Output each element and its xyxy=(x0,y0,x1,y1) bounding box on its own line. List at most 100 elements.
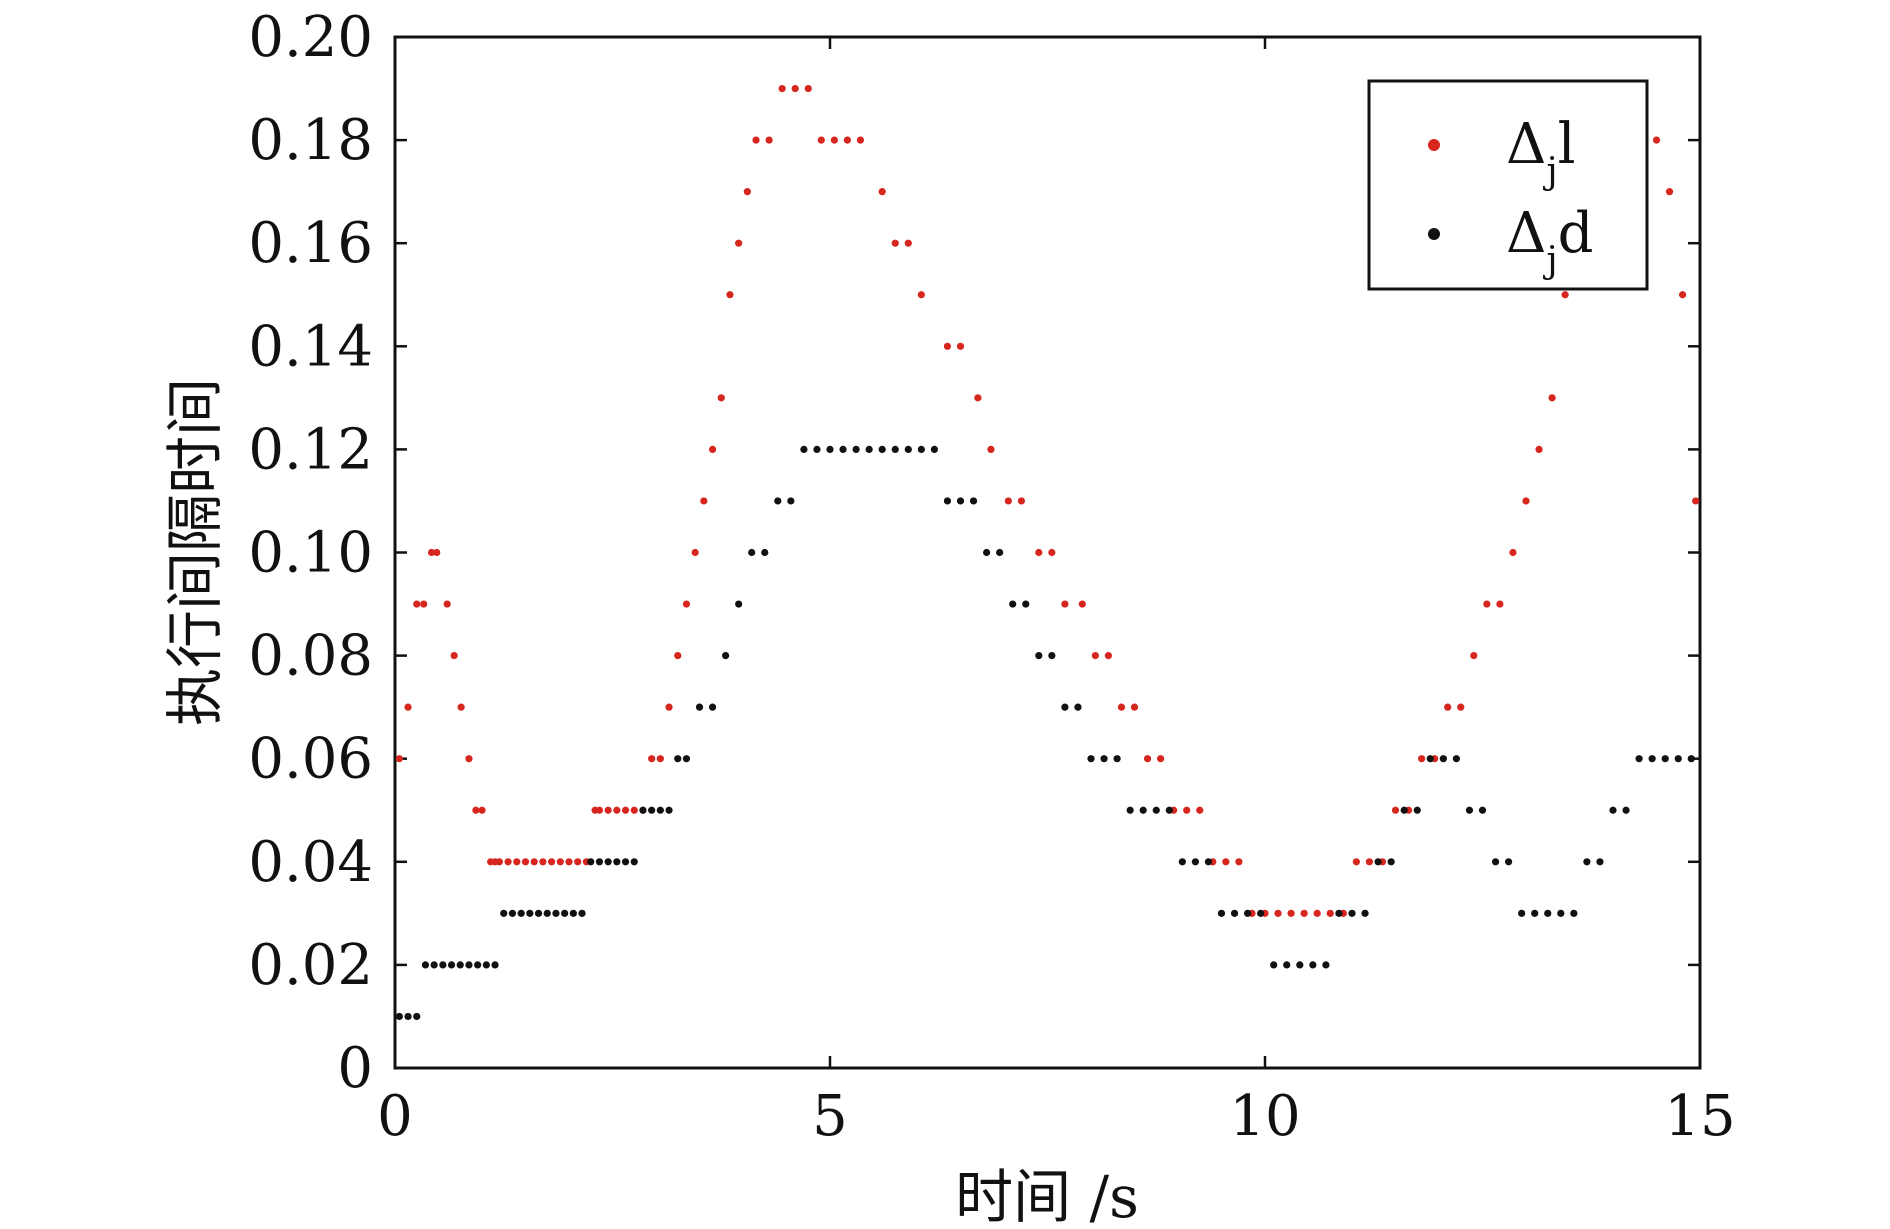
legend-label-series-2-sub: j xyxy=(1542,240,1557,281)
data-point-series-2 xyxy=(1400,806,1408,814)
data-point-series-1 xyxy=(1679,291,1687,299)
data-point-series-1 xyxy=(513,858,521,866)
x-tick-label: 0 xyxy=(377,1084,413,1149)
data-point-series-2 xyxy=(508,909,517,917)
data-point-series-2 xyxy=(748,548,756,557)
data-point-series-1 xyxy=(665,703,673,711)
series-2 xyxy=(395,445,1695,1021)
data-point-series-1 xyxy=(1548,394,1556,402)
data-point-series-2 xyxy=(648,806,656,814)
data-point-series-1 xyxy=(395,755,403,763)
data-point-series-1 xyxy=(1509,548,1517,557)
data-point-series-1 xyxy=(1692,497,1700,505)
data-point-series-1 xyxy=(1365,858,1373,866)
data-point-series-2 xyxy=(983,548,991,557)
data-point-series-2 xyxy=(852,445,860,453)
data-point-series-1 xyxy=(604,806,612,814)
data-point-series-2 xyxy=(1230,909,1239,917)
data-point-series-2 xyxy=(865,445,873,453)
data-point-series-2 xyxy=(943,497,952,505)
data-point-series-2 xyxy=(1465,806,1474,814)
data-point-series-2 xyxy=(930,445,939,453)
data-point-series-1 xyxy=(943,342,952,350)
data-point-series-2 xyxy=(708,703,717,711)
legend-label-series-1-main: Δ xyxy=(1506,112,1546,177)
data-point-series-2 xyxy=(404,1012,412,1021)
x-tick-label: 15 xyxy=(1664,1084,1735,1149)
data-point-series-2 xyxy=(891,445,899,453)
data-point-series-2 xyxy=(474,961,482,969)
data-point-series-2 xyxy=(1217,909,1226,917)
data-point-series-1 xyxy=(904,239,912,247)
data-point-series-1 xyxy=(1391,806,1400,814)
x-axis-title: 时间 /s xyxy=(955,1163,1139,1229)
data-point-series-1 xyxy=(1470,652,1478,660)
data-point-series-1 xyxy=(1183,806,1191,814)
data-point-series-1 xyxy=(1091,652,1099,660)
data-point-series-1 xyxy=(1522,497,1530,505)
data-point-series-2 xyxy=(1361,909,1369,917)
data-point-series-2 xyxy=(1048,652,1056,660)
data-point-series-1 xyxy=(1326,909,1334,917)
data-point-series-2 xyxy=(1661,755,1669,763)
data-point-series-1 xyxy=(1418,755,1426,763)
data-point-series-2 xyxy=(665,806,673,814)
data-point-series-1 xyxy=(682,600,691,608)
data-point-series-2 xyxy=(1178,858,1186,866)
data-point-series-1 xyxy=(726,291,734,299)
data-point-series-2 xyxy=(1009,600,1017,608)
y-tick-label: 0.02 xyxy=(248,933,373,998)
data-point-series-1 xyxy=(974,394,982,402)
data-point-series-2 xyxy=(569,909,577,917)
data-point-series-1 xyxy=(830,136,838,144)
data-point-series-1 xyxy=(443,600,451,608)
data-point-series-1 xyxy=(565,858,573,866)
data-point-series-1 xyxy=(856,136,865,144)
data-point-series-2 xyxy=(534,909,543,917)
data-point-series-1 xyxy=(1665,188,1674,196)
data-point-series-1 xyxy=(674,652,682,660)
data-point-series-2 xyxy=(1126,806,1134,814)
y-tick-label: 0.16 xyxy=(248,211,373,276)
data-point-series-2 xyxy=(1113,755,1121,763)
data-point-series-1 xyxy=(530,858,538,866)
data-point-series-2 xyxy=(430,961,438,969)
data-point-series-2 xyxy=(1426,755,1434,763)
data-point-series-1 xyxy=(717,394,725,402)
data-point-series-1 xyxy=(472,806,480,814)
data-point-series-2 xyxy=(1478,806,1487,814)
data-point-series-1 xyxy=(1196,806,1204,814)
data-point-series-2 xyxy=(561,909,569,917)
data-point-series-2 xyxy=(630,858,638,866)
data-point-series-1 xyxy=(700,497,708,505)
legend-marker-series-1 xyxy=(1428,139,1440,151)
data-point-series-1 xyxy=(656,755,664,763)
data-point-series-2 xyxy=(878,445,886,453)
data-point-series-1 xyxy=(504,858,512,866)
data-point-series-2 xyxy=(800,445,808,453)
y-tick-label: 0.08 xyxy=(248,624,373,689)
data-point-series-1 xyxy=(450,652,458,660)
data-point-series-2 xyxy=(1609,806,1617,814)
data-point-series-1 xyxy=(891,239,899,247)
data-point-series-2 xyxy=(526,909,534,917)
data-point-series-1 xyxy=(708,445,717,453)
data-point-series-1 xyxy=(478,806,486,814)
data-point-series-1 xyxy=(495,858,503,866)
data-point-series-2 xyxy=(956,497,965,505)
data-point-series-2 xyxy=(1139,806,1147,814)
data-point-series-2 xyxy=(969,497,978,505)
y-tick-label: 0.12 xyxy=(248,417,373,482)
legend-label-series-1: Δjl xyxy=(1506,112,1576,192)
data-point-series-2 xyxy=(826,445,834,453)
data-point-series-2 xyxy=(1152,806,1160,814)
legend: Δjl Δjd xyxy=(1367,79,1649,291)
data-point-series-2 xyxy=(1309,961,1317,969)
data-point-series-1 xyxy=(987,445,995,453)
data-point-series-2 xyxy=(1387,858,1395,866)
data-point-series-2 xyxy=(735,600,743,608)
data-point-series-2 xyxy=(543,909,551,917)
data-point-series-2 xyxy=(552,909,560,917)
data-point-series-2 xyxy=(839,445,847,453)
